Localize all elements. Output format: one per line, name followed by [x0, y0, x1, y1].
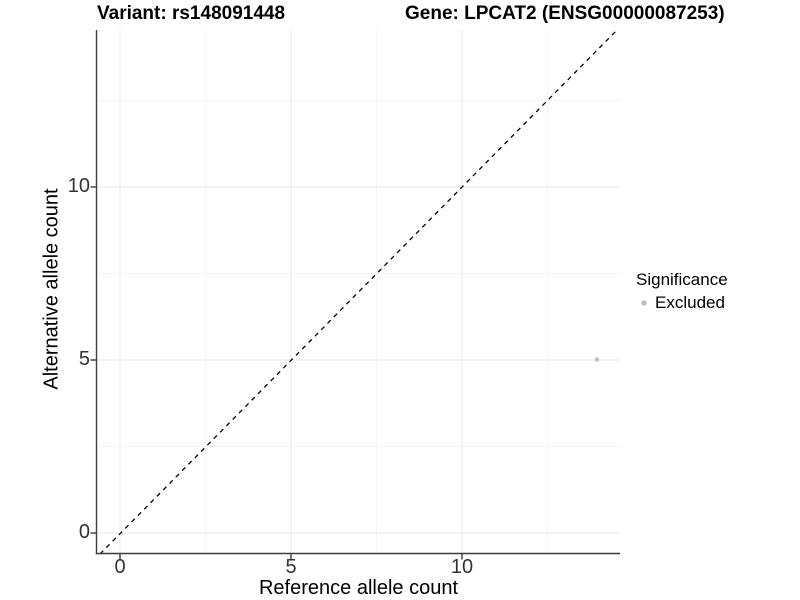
legend-point-icon — [641, 300, 647, 306]
legend-title: Significance — [636, 270, 728, 289]
axis-lines — [95, 30, 620, 555]
x-tick-label-0: 0 — [114, 556, 126, 578]
legend-entry-excluded: Excluded — [655, 293, 725, 312]
data-point-excluded — [594, 357, 600, 362]
gene-title: Gene: LPCAT2 (ENSG00000087253) — [405, 3, 725, 24]
x-tick-label-5: 5 — [285, 556, 297, 578]
y-axis-title: Alternative allele count — [40, 188, 63, 390]
x-axis-title: Reference allele count — [258, 577, 458, 599]
tick-marks — [90, 186, 463, 560]
legend-key-dot — [641, 300, 647, 306]
y-tick-label-10: 10 — [67, 175, 90, 197]
x-tick-label-10: 10 — [450, 556, 474, 578]
grid-major — [97, 30, 620, 553]
y-tick-label-0: 0 — [78, 521, 90, 543]
y-tick-label-5: 5 — [78, 348, 90, 370]
grid-minor — [97, 30, 620, 553]
identity-dashed-line — [99, 28, 619, 555]
variant-title: Variant: rs148091448 — [97, 3, 286, 24]
